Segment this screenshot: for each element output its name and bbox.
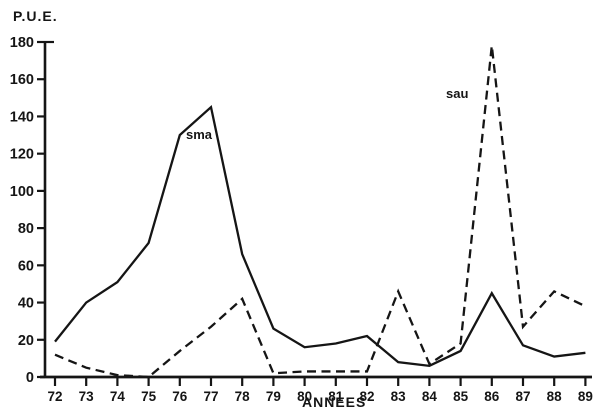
x-tick-label: 88 <box>547 389 563 404</box>
series-line-sau <box>54 45 586 379</box>
y-tick-label: 0 <box>26 370 34 386</box>
y-tick-label: 20 <box>18 333 34 349</box>
x-tick-label: 74 <box>110 389 126 404</box>
y-tick-label: 140 <box>10 109 34 125</box>
y-tick-label: 80 <box>18 221 34 237</box>
series-label-sau: sau <box>446 86 469 101</box>
series-label-sma: sma <box>186 127 213 142</box>
y-tick-label: 160 <box>10 72 34 88</box>
x-tick-label: 78 <box>235 389 251 404</box>
y-tick-label: 40 <box>18 296 34 312</box>
y-tick-label: 120 <box>10 147 34 163</box>
x-tick-label: 80 <box>297 389 312 404</box>
series-line-sma <box>54 104 586 368</box>
x-tick-label: 73 <box>79 389 95 404</box>
y-tick-label: 100 <box>10 184 34 200</box>
x-tick-label: 81 <box>328 389 344 404</box>
x-tick-label: 84 <box>422 389 438 404</box>
x-tick-label: 89 <box>578 389 593 404</box>
y-axis-title: P.U.E. <box>13 8 58 24</box>
x-tick-label: 85 <box>453 389 469 404</box>
x-tick-label: 82 <box>359 389 374 404</box>
x-tick-label: 87 <box>515 389 530 404</box>
y-tick-label: 60 <box>18 258 34 274</box>
y-tick-label: 180 <box>10 35 34 51</box>
x-axis-title: ANNEES <box>302 394 367 410</box>
x-tick-label: 86 <box>484 389 500 404</box>
x-tick-label: 83 <box>391 389 407 404</box>
x-tick-label: 75 <box>141 389 157 404</box>
x-tick-label: 77 <box>203 389 218 404</box>
x-tick-label: 72 <box>47 389 62 404</box>
x-tick-label: 79 <box>266 389 281 404</box>
x-tick-label: 76 <box>172 389 188 404</box>
